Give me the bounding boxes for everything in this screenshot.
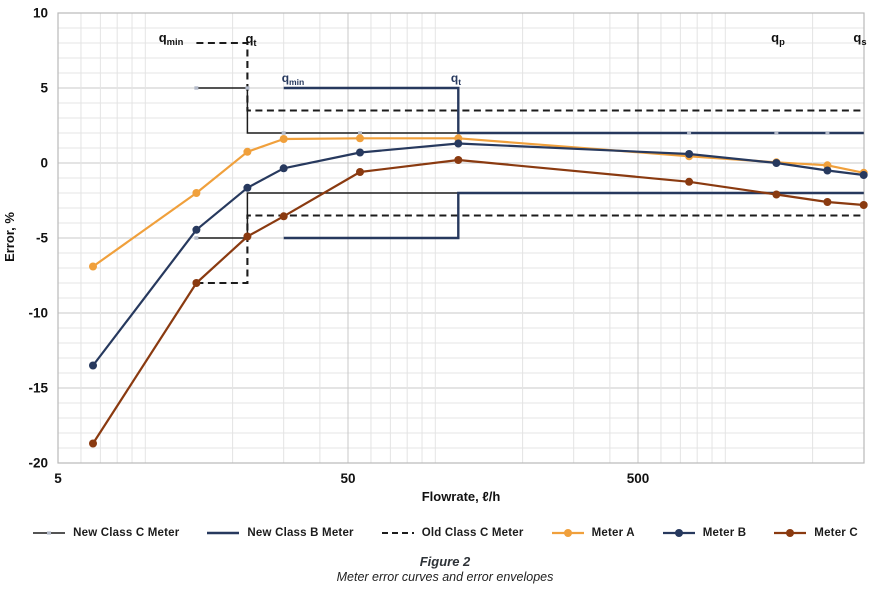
- gridlines: [58, 13, 864, 463]
- y-tick-label: -5: [36, 231, 48, 246]
- series-meter-a-point: [279, 135, 288, 143]
- series-meter-b-line: [92, 142, 864, 367]
- series-meter-b-point: [243, 183, 252, 192]
- series-meter-b-point: [279, 164, 288, 173]
- legend-swatch-old-class-c-meter: [381, 531, 414, 535]
- x-tick-label: 50: [340, 471, 355, 486]
- legend-swatch-new-class-b-meter: [207, 531, 240, 535]
- envelope-old-class-c-meter: [196, 41, 864, 285]
- legend-item-old-class-c-meter: Old Class C Meter: [381, 526, 524, 540]
- series-meter-c-point: [454, 156, 463, 164]
- chart-legend: New Class C Meter New Class B Meter Old Cl…: [0, 526, 890, 540]
- envelope-new-class-b-meter: [283, 86, 864, 240]
- y-tick-label: -10: [28, 306, 48, 321]
- series-meter-c-point: [89, 439, 97, 448]
- envelope-marker: [687, 131, 692, 135]
- legend-label-new-class-b-meter: New Class B Meter: [247, 527, 354, 539]
- annotation-q-p: qp: [771, 30, 785, 47]
- series-meter-c: [89, 156, 868, 448]
- series-meter-b-point: [685, 150, 694, 158]
- annotation-q-t: qt: [451, 71, 461, 87]
- x-tick-label: 5: [54, 471, 62, 486]
- legend-item-meter-b: Meter B: [662, 526, 747, 540]
- series-meter-c-point: [279, 212, 288, 221]
- series-meter-b-point: [356, 148, 364, 157]
- envelope-marker: [194, 236, 199, 240]
- legend-label-old-class-c-meter: Old Class C Meter: [421, 527, 524, 539]
- legend-item-meter-a: Meter A: [551, 526, 635, 540]
- envelope-old-class-c-meter-bottom: [196, 214, 864, 285]
- legend-swatch-meter-c: [774, 529, 807, 537]
- series-meter-b-point: [772, 159, 781, 167]
- legend-item-new-class-c-meter: New Class C Meter: [32, 526, 179, 540]
- series-meter-b-point: [823, 166, 832, 175]
- series-meter-a-line: [92, 137, 864, 268]
- series-meter-c-point: [192, 279, 201, 287]
- annotation-q-s: qs: [853, 30, 866, 47]
- legend-swatch-meter-a: [551, 529, 584, 537]
- series-meter-c-point: [243, 232, 252, 241]
- series-meter-a-point: [356, 134, 364, 143]
- y-tick-label: 0: [40, 156, 48, 171]
- legend-label-new-class-c-meter: New Class C Meter: [73, 527, 180, 539]
- y-tick-label: 5: [40, 81, 48, 96]
- figure-caption: Figure 2 Meter error curves and error en…: [0, 554, 890, 585]
- series-meter-b-point: [89, 361, 97, 370]
- envelope-marker: [194, 86, 199, 90]
- legend-label-meter-c: Meter C: [814, 527, 858, 539]
- envelope-marker: [281, 131, 286, 135]
- legend-label-meter-a: Meter A: [591, 527, 635, 539]
- envelope-old-class-c-meter-top: [196, 41, 864, 112]
- series-meter-a-point: [192, 189, 201, 197]
- series-meter-c-point: [859, 201, 868, 209]
- envelope-new-class-b-meter-top: [283, 86, 864, 135]
- series-meter-c-line: [92, 158, 864, 445]
- figure-caption-title: Figure 2: [419, 554, 471, 569]
- series-meter-a: [89, 134, 868, 271]
- envelope-vertex-markers: [194, 86, 830, 240]
- envelope-marker: [825, 131, 830, 135]
- envelope-marker: [358, 131, 363, 135]
- series-meter-a-point: [243, 147, 252, 156]
- envelope-marker: [774, 131, 779, 135]
- series-meter-c-point: [685, 177, 694, 186]
- series-meter-c-point: [772, 190, 781, 199]
- envelope-marker: [245, 86, 250, 90]
- y-axis-title: Error, %: [2, 212, 17, 262]
- legend-item-meter-c: Meter C: [773, 526, 858, 540]
- series-meter-b-point: [859, 171, 868, 179]
- x-axis-title: Flowrate, ℓ/h: [422, 489, 501, 504]
- series-meter-c-point: [823, 198, 832, 206]
- plot-border: [57, 12, 865, 464]
- annotation-q-min: qmin: [159, 30, 184, 47]
- annotation-q-min: qmin: [282, 71, 305, 87]
- series-meter-b-point: [192, 225, 201, 234]
- annotation-q-t: qt: [245, 31, 256, 48]
- legend-item-new-class-b-meter: New Class B Meter: [206, 526, 354, 540]
- legend-label-meter-b: Meter B: [702, 527, 747, 539]
- series-meter-a-point: [89, 262, 97, 271]
- series-meter-b: [89, 139, 868, 370]
- figure-caption-subtitle: Meter error curves and error envelopes: [336, 569, 554, 584]
- y-tick-label: -20: [28, 456, 48, 471]
- y-tick-label: -15: [28, 381, 48, 396]
- series-meter-b-point: [454, 139, 463, 148]
- legend-swatch-meter-b: [662, 529, 695, 537]
- envelope-new-class-b-meter-bottom: [283, 191, 864, 240]
- y-tick-label: 10: [33, 6, 48, 21]
- x-tick-label: 500: [627, 471, 650, 486]
- legend-swatch-new-class-c-meter: [33, 531, 66, 535]
- series-meter-c-point: [356, 168, 364, 176]
